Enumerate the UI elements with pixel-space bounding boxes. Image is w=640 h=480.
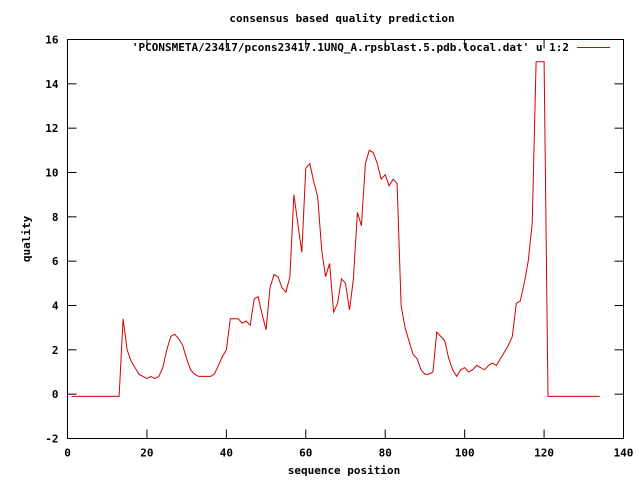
y-tick-label: 6 [52, 255, 59, 268]
x-tick-label: 100 [455, 447, 475, 460]
y-tick-label: 8 [52, 211, 59, 224]
x-tick-label: 20 [140, 447, 153, 460]
y-tick-label: 10 [45, 167, 58, 180]
x-tick-label: 0 [64, 447, 71, 460]
y-tick-label: 14 [45, 78, 59, 91]
chart-title: consensus based quality prediction [229, 12, 454, 25]
plot-frame [67, 39, 624, 439]
axis-tick-labels: 0 20 40 60 80 100 120 140 -2 0 2 4 6 8 10 12 14 16 [45, 34, 633, 460]
series-group [71, 61, 600, 397]
y-tick-label: 4 [52, 300, 59, 313]
y-tick-label: 0 [52, 388, 59, 401]
y-tick-label: 12 [45, 122, 58, 135]
legend: 'PCONSMETA/23417/pcons23417.1UNQ_A.rpsbl… [132, 41, 610, 54]
x-tick-label: 120 [534, 447, 554, 460]
y-axis-label: quality [20, 215, 33, 262]
x-tick-label: 60 [299, 447, 312, 460]
series-line [71, 61, 600, 397]
x-tick-label: 80 [379, 447, 392, 460]
x-tick-label: 140 [614, 447, 634, 460]
x-tick-label: 40 [220, 447, 233, 460]
y-tick-label: 16 [45, 34, 59, 47]
legend-label: 'PCONSMETA/23417/pcons23417.1UNQ_A.rpsbl… [132, 41, 569, 54]
y-tick-label: -2 [45, 433, 58, 446]
x-axis-label: sequence position [288, 464, 401, 477]
y-tick-label: 2 [52, 344, 59, 357]
